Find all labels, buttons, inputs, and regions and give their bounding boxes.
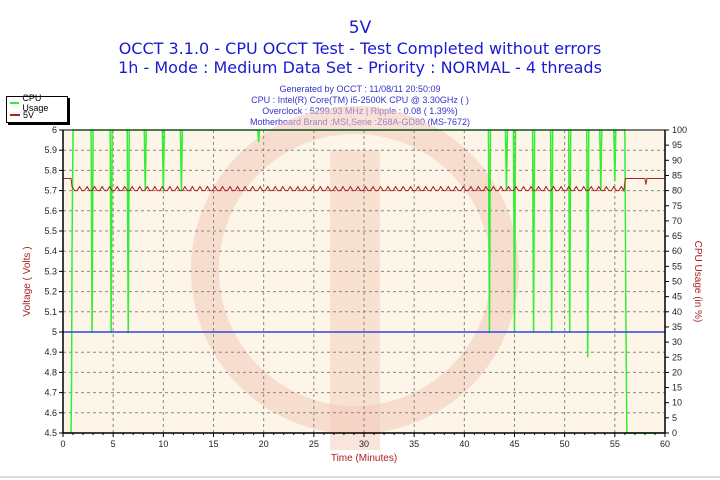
y-tick-label: 5 xyxy=(52,327,57,337)
y2-tick-label: 25 xyxy=(672,352,682,362)
x-tick-label: 45 xyxy=(509,439,519,449)
x-tick-label: 50 xyxy=(560,439,570,449)
y-tick-label: 5.1 xyxy=(44,307,57,317)
bottom-divider xyxy=(0,476,720,478)
y2-axis-title: CPU Usage (in %) xyxy=(692,241,703,323)
y-tick-label: 5.3 xyxy=(44,266,57,276)
watermark-bar xyxy=(330,150,380,450)
x-tick-label: 35 xyxy=(409,439,419,449)
y2-tick-label: 90 xyxy=(672,155,682,165)
y-tick-label: 5.9 xyxy=(44,145,57,155)
x-axis-title: Time (Minutes) xyxy=(331,453,397,464)
x-tick-label: 15 xyxy=(208,439,218,449)
y-tick-label: 4.6 xyxy=(44,408,57,418)
x-tick-label: 60 xyxy=(660,439,670,449)
y-tick-label: 6 xyxy=(52,125,57,135)
y2-tick-label: 20 xyxy=(672,367,682,377)
y-tick-label: 4.5 xyxy=(44,428,57,438)
y2-tick-label: 5 xyxy=(672,413,677,423)
y-tick-label: 4.7 xyxy=(44,388,57,398)
y-tick-label: 5.8 xyxy=(44,165,57,175)
y2-tick-label: 45 xyxy=(672,292,682,302)
y2-tick-label: 30 xyxy=(672,337,682,347)
legend-label-5v: 5V xyxy=(23,110,35,120)
cpu-info: CPU : Intel(R) Core(TM) i5-2500K CPU @ 3… xyxy=(251,95,469,105)
x-tick-label: 25 xyxy=(309,439,319,449)
y2-tick-label: 85 xyxy=(672,170,682,180)
voltage-5v-line xyxy=(63,177,665,193)
x-tick-label: 5 xyxy=(111,439,116,449)
y-tick-label: 5.6 xyxy=(44,206,57,216)
legend-item-cpu: CPU Usage xyxy=(7,93,67,113)
y2-tick-label: 65 xyxy=(672,231,682,241)
x-tick-label: 0 xyxy=(60,439,65,449)
y-tick-label: 5.2 xyxy=(44,287,57,297)
y2-tick-label: 95 xyxy=(672,140,682,150)
y2-tick-label: 40 xyxy=(672,307,682,317)
y-tick-label: 5.7 xyxy=(44,186,57,196)
x-tick-label: 10 xyxy=(158,439,168,449)
generated-info: Generated by OCCT : 11/08/11 20:50:09 xyxy=(279,84,441,94)
x-tick-label: 20 xyxy=(259,439,269,449)
y-tick-label: 4.9 xyxy=(44,347,57,357)
y2-tick-label: 15 xyxy=(672,383,682,393)
y-tick-label: 4.8 xyxy=(44,367,57,377)
y2-tick-label: 55 xyxy=(672,261,682,271)
legend-item-5v: 5V xyxy=(7,109,67,121)
y2-tick-label: 75 xyxy=(672,201,682,211)
chart-subtitle: OCCT 3.1.0 - CPU OCCT Test - Test Comple… xyxy=(118,39,602,58)
y2-tick-label: 70 xyxy=(672,216,682,226)
y2-tick-label: 50 xyxy=(672,277,682,287)
legend-swatch-5v xyxy=(10,114,20,116)
y-axis-title: Voltage ( Volts ) xyxy=(22,246,33,316)
chart-title: 5V xyxy=(348,18,372,38)
x-tick-label: 40 xyxy=(459,439,469,449)
y-tick-label: 5.5 xyxy=(44,226,57,236)
chart-mode-line: 1h - Mode : Medium Data Set - Priority :… xyxy=(118,58,602,77)
y2-tick-label: 10 xyxy=(672,398,682,408)
chart-legend: CPU Usage 5V xyxy=(6,93,68,123)
y2-tick-label: 35 xyxy=(672,322,682,332)
x-tick-label: 30 xyxy=(359,439,369,449)
y-tick-label: 5.4 xyxy=(44,246,57,256)
legend-swatch-cpu xyxy=(10,102,20,104)
y2-tick-label: 100 xyxy=(672,125,687,135)
y2-tick-label: 80 xyxy=(672,186,682,196)
y2-tick-label: 0 xyxy=(672,428,677,438)
y2-tick-label: 60 xyxy=(672,246,682,256)
x-tick-label: 55 xyxy=(610,439,620,449)
legend-label-cpu: CPU Usage xyxy=(22,93,49,113)
